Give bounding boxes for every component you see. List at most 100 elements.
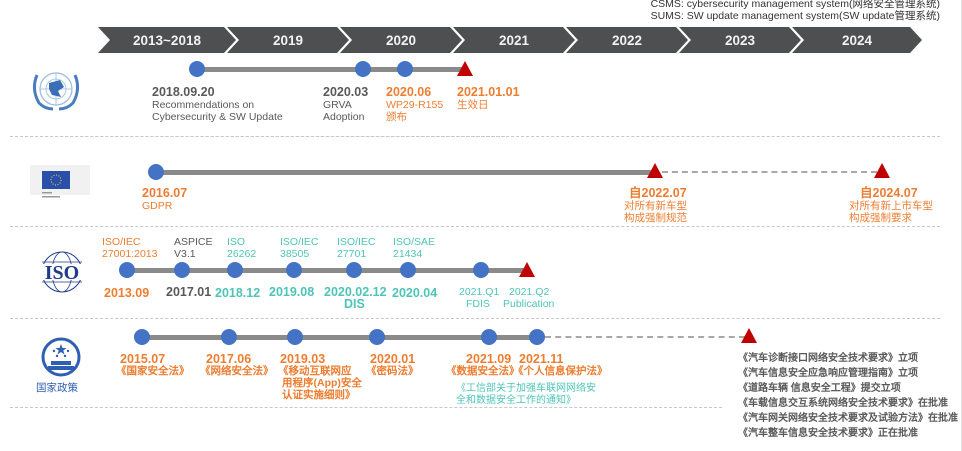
pending-standard-1: 《汽车诊断接口网络安全技术要求》立项 [738,353,918,364]
period-2020: 2020 [340,27,462,53]
iso-note-5: DIS [344,297,365,311]
un-event-date-4: 2021.01.01 [457,85,520,99]
pending-standard-4: 《车载信息交互系统网络安全技术要求》在批准 [738,398,948,409]
eu-event-date-3: 自2024.07 [860,186,918,200]
eu-timeline-dashed [662,171,877,173]
iso-date-4: 2019.08 [269,285,315,299]
un-emblem-icon [32,72,80,111]
row-divider-2 [10,226,940,227]
china-law-5: 《数据安全法》 [446,365,520,377]
china-date-1: 2015.07 [120,352,166,366]
china-milestone-2015-07 [134,329,150,345]
eu-event-date-1: 2016.07 [142,186,188,200]
period-2019: 2019 [227,27,349,53]
china-law-4: 《密码法》 [366,365,419,377]
eu-milestone-2024-07-triangle [874,163,890,178]
un-event-date-3: 2020.06 [386,85,432,99]
china-milestone-2020-01 [369,329,385,345]
pending-standard-5: 《汽车网关网络安全技术要求及试验方法》在批准 [738,413,958,424]
iso-milestone-2020-04 [400,262,416,278]
china-timeline-line [142,335,537,340]
iso-std-4b: 38505 [280,248,310,260]
iso-date-3: 2018.12 [215,286,261,300]
iso-milestone-2017-01 [174,262,190,278]
legend-csms: CSMS: cybersecurity management system(网络… [650,0,940,10]
un-event-date-1: 2018.09.20 [152,85,215,99]
eu-timeline-line [156,170,652,175]
iso-date-5: 2020.02.12 [324,285,387,299]
china-date-6: 2021.11 [519,352,564,366]
eu-milestone-2016-07 [148,164,164,180]
eu-event-desc-2b: 构成强制规范 [624,212,687,224]
china-notice-line-1: 《工信部关于加强车联网网络安 [456,383,596,394]
china-milestone-2019-03 [287,329,303,345]
iso-milestone-2013-09 [119,262,135,278]
china-date-5: 2021.09 [466,352,512,366]
iso-milestone-2021-q1 [473,262,489,278]
iso-timeline-line [127,268,525,273]
iso-std-1a: ISO/IEC [102,236,141,248]
iso-date-8: 2021.Q2 [509,286,550,298]
iso-milestone-2020-02-12 [346,262,362,278]
china-law-3a: 《移动互联网应 [278,365,352,377]
eu-event-desc-3a: 对所有新上市车型 [849,200,933,212]
china-timeline-dashed [545,336,745,338]
iso-date-1: 2013.09 [104,286,150,300]
iso-milestone-2018-12 [227,262,243,278]
china-milestone-2017-06 [221,329,237,345]
china-date-4: 2020.01 [370,352,416,366]
iso-logo-icon: ISO [35,251,89,293]
eu-event-desc-3b: 构成强制要求 [849,212,912,224]
china-policy-caption: 国家政策 [36,382,78,394]
china-law-1: 《国家安全法》 [116,365,190,377]
legend-sums: SUMS: SW update management system(SW upd… [650,10,940,22]
un-event-desc-1a: Recommendations on [152,99,255,111]
un-timeline-line [198,67,466,72]
china-law-6: 《个人信息保护法》 [513,365,608,377]
row-divider-3 [10,318,940,319]
china-notice-line-2: 全和数据安全工作的通知》 [456,395,576,406]
china-law-3b: 用程序(App)安全 [282,377,362,389]
eu-event-desc-2a: 对所有新车型 [624,200,687,212]
iso-std-3a: ISO [227,236,246,248]
china-law-2: 《网络安全法》 [200,365,274,377]
china-date-2: 2017.06 [206,352,252,366]
iso-date-6: 2020.04 [392,286,438,300]
iso-milestone-2019-08 [286,262,302,278]
iso-milestone-2021-q2-triangle [519,262,535,277]
period-2023: 2023 [679,27,801,53]
iso-std-1b: 27001:2013 [102,248,158,260]
un-event-desc-1b: Cybersecurity & SW Update [152,111,283,123]
china-milestone-2021-11 [529,329,545,345]
un-event-desc-2a: GRVA [323,99,352,111]
iso-std-6a: ISO/SAE [393,236,436,248]
row-divider-1 [10,136,940,137]
iso-std-5b: 27701 [337,248,367,260]
pending-standard-6: 《汽车整车信息安全技术要求》正在批准 [738,428,918,439]
eu-milestone-2022-07-triangle [647,163,663,178]
un-event-date-2: 2020.03 [323,85,369,99]
un-event-desc-4a: 生效日 [457,99,489,111]
svg-text:ISO: ISO [45,262,79,284]
eu-event-date-2: 自2022.07 [629,186,687,200]
period-2024: 2024 [792,27,922,53]
period-2013-2018: 2013~2018 [98,27,236,53]
row-divider-4 [10,407,722,408]
china-date-3: 2019.03 [280,352,326,366]
iso-std-3b: 26262 [227,248,257,260]
iso-std-2a: ASPICE [174,236,213,248]
iso-std-6b: 21434 [393,248,423,260]
iso-std-2b: V3.1 [174,248,196,260]
period-2021: 2021 [453,27,575,53]
iso-date-2: 2017.01 [166,285,212,299]
eu-event-desc-1: GDPR [142,200,173,212]
china-milestone-2021-09 [481,329,497,345]
china-law-3c: 认证实施细则》 [282,389,356,401]
pending-standards-list: 《汽车诊断接口网络安全技术要求》立项 《汽车信息安全应急响应管理指南》立项 《道… [738,351,958,441]
pending-standard-2: 《汽车信息安全应急响应管理指南》立项 [738,368,918,379]
iso-note-7: FDIS [466,298,490,310]
european-commission-icon [30,165,90,198]
un-milestone-2021-01-01-triangle [457,61,473,76]
iso-std-4a: ISO/IEC [280,236,319,248]
un-milestone-2018-09-20 [189,61,205,77]
